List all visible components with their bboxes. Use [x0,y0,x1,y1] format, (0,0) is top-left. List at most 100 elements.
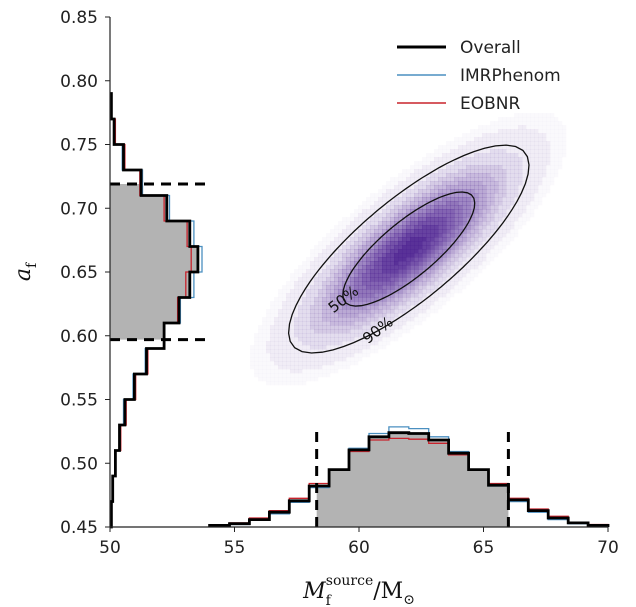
x-axis-label-part: ⊙ [403,592,415,607]
kde-cell [454,165,459,170]
kde-cell [550,137,554,141]
kde-cell [426,253,431,258]
kde-cell [458,193,463,198]
kde-cell [258,341,262,345]
kde-cell [378,289,383,294]
kde-cell [550,129,554,133]
kde-cell [510,221,515,226]
kde-cell [290,277,294,281]
kde-cell [386,213,391,218]
kde-cell [322,293,327,298]
kde-cell [466,161,471,166]
kde-cell [402,297,407,302]
kde-cell [386,225,391,230]
kde-cell [494,193,499,198]
kde-cell [498,201,503,206]
kde-cell [314,361,319,366]
kde-cell [278,317,283,322]
y-marginal-histogram [110,92,206,529]
kde-cell [478,209,483,214]
kde-cell [486,165,491,170]
kde-cell [446,257,451,262]
kde-cell [510,205,515,210]
kde-cell [474,133,478,137]
kde-cell [430,257,435,262]
kde-cell [402,221,407,226]
kde-cell [502,145,507,150]
kde-cell [338,249,343,254]
kde-cell [522,201,527,206]
legend-label-imrphenom: IMRPhenom [460,66,561,86]
kde-cell [306,277,311,282]
kde-cell [394,197,399,202]
kde-cell [274,345,279,350]
kde-cell [438,177,443,182]
kde-cell [366,301,371,306]
kde-cell [374,261,379,266]
kde-cell [334,313,339,318]
kde-cell [402,273,407,278]
kde-cell [358,269,363,274]
kde-cell [510,181,515,186]
kde-cell [334,349,339,354]
kde-cell [366,261,371,266]
kde-cell [338,241,343,246]
kde-cell [318,365,323,370]
kde-cell [438,269,443,274]
kde-cell [422,253,427,258]
kde-cell [446,273,451,278]
kde-cell [430,261,435,266]
kde-cell [490,149,495,154]
kde-cell [394,301,399,306]
kde-cell [498,137,503,142]
kde-cell [250,349,254,353]
kde-cell [286,365,291,370]
kde-cell [390,329,395,334]
kde-cell [366,265,371,270]
kde-cell [390,321,395,326]
kde-cell [402,245,407,250]
kde-cell [478,141,483,146]
kde-cell [438,185,443,190]
kde-cell [490,189,495,194]
kde-cell [530,189,535,194]
kde-cell [306,293,311,298]
kde-cell [534,173,539,178]
kde-cell [462,277,466,281]
kde-cell [466,213,471,218]
kde-cell [298,305,303,310]
kde-cell [454,285,458,289]
kde-cell [422,265,427,270]
kde-cell [270,341,275,346]
kde-cell [354,293,359,298]
kde-cell [478,189,483,194]
kde-cell [498,185,503,190]
kde-cell [338,337,343,342]
kde-cell [442,205,447,210]
kde-cell [554,137,558,141]
kde-cell [378,265,383,270]
kde-cell [290,345,295,350]
kde-cell [370,193,374,197]
kde-cell [306,333,311,338]
kde-cell [522,213,526,217]
kde-cell [518,217,522,221]
kde-cell [562,145,566,149]
kde-cell [278,365,283,370]
kde-cell [354,305,359,310]
kde-cell [366,285,371,290]
kde-cell [450,201,455,206]
kde-cell [514,189,519,194]
kde-cell [466,217,471,222]
kde-cell [414,301,419,306]
kde-cell [334,289,339,294]
kde-cell [506,173,511,178]
kde-cell [502,189,507,194]
kde-cell [554,129,558,133]
kde-cell [470,245,475,250]
kde-cell [278,313,283,318]
kde-cell [430,309,434,313]
kde-cell [466,189,471,194]
kde-cell [398,173,402,177]
kde-cell [342,281,347,286]
